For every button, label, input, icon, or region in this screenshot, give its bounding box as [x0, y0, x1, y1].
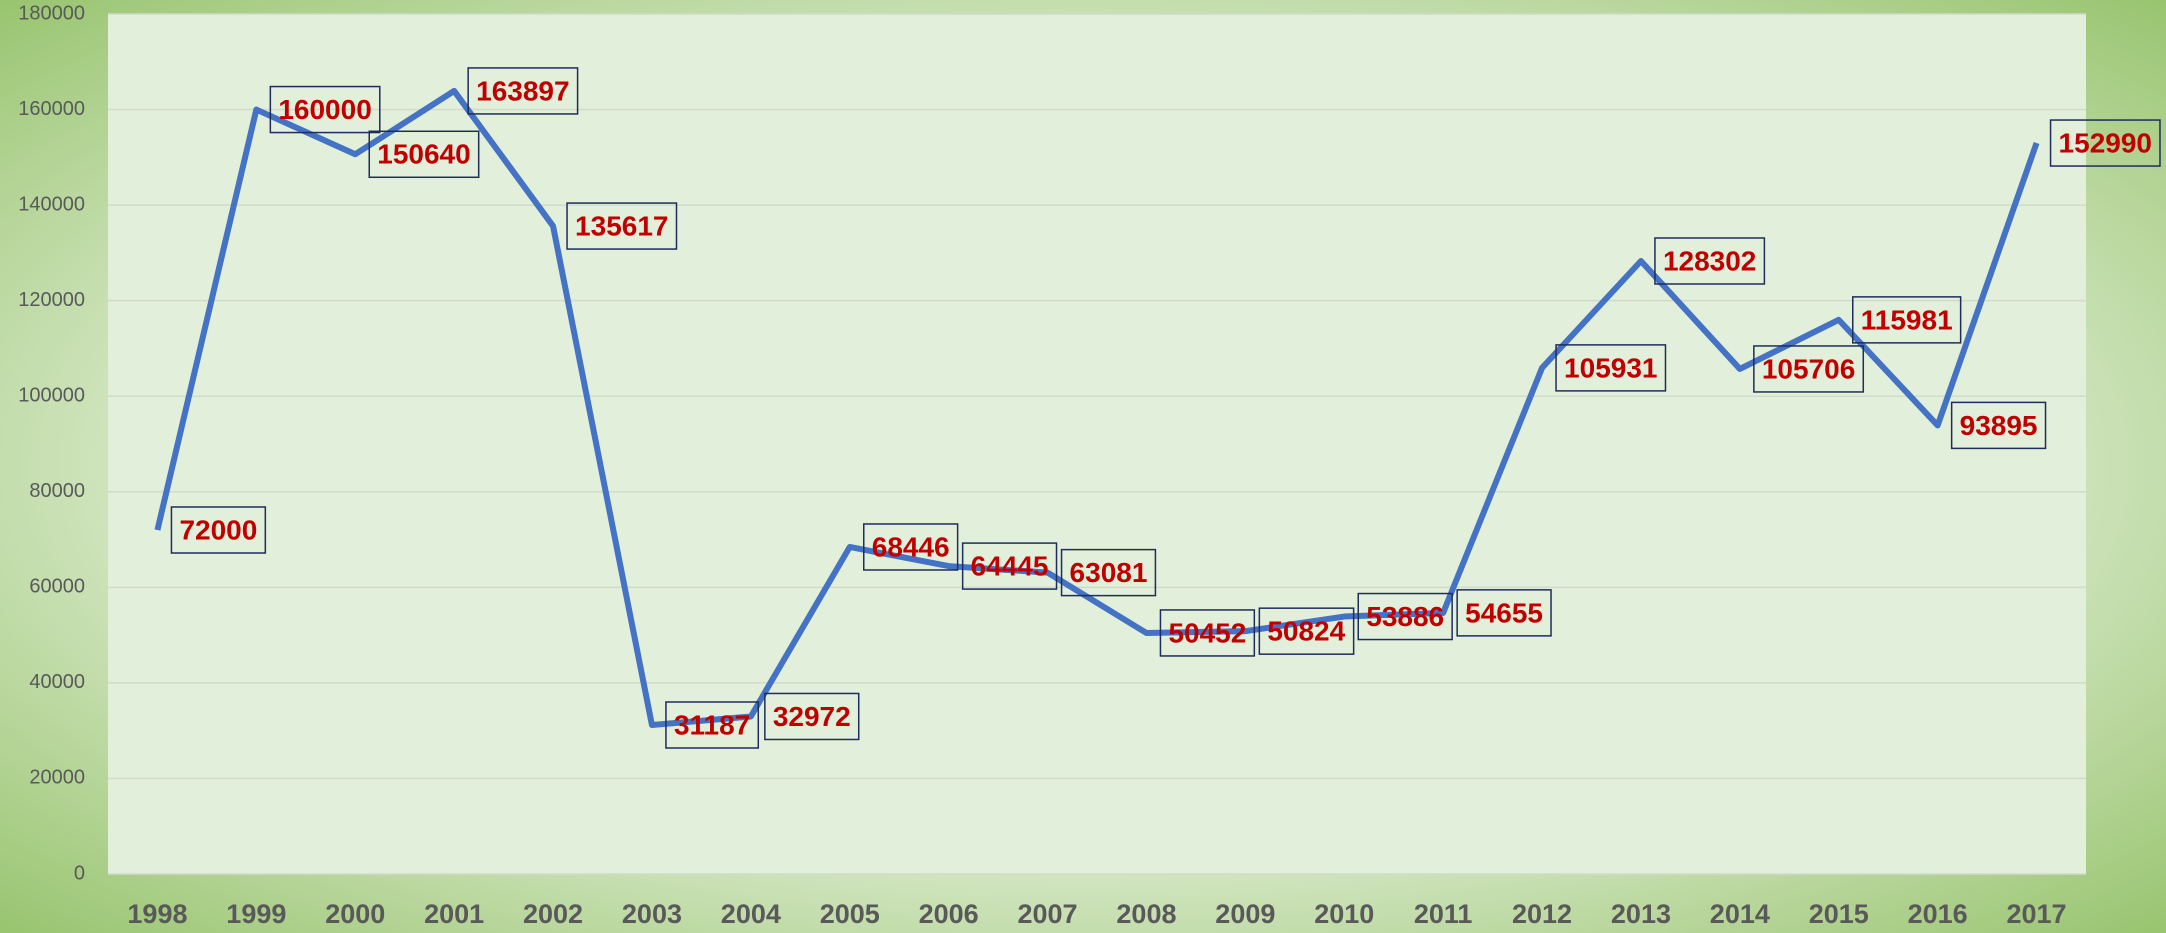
- data-label: 152990: [2059, 127, 2152, 158]
- data-label: 64445: [971, 550, 1049, 581]
- data-label-box: [764, 692, 860, 741]
- data-label-box: [2049, 119, 2161, 167]
- data-label: 93895: [1960, 410, 2038, 441]
- data-label-box: [1060, 548, 1157, 597]
- data-label-box: [1258, 607, 1355, 655]
- x-tick-label: 2004: [721, 899, 781, 929]
- data-label: 135617: [575, 210, 668, 241]
- y-tick-label: 60000: [29, 576, 85, 598]
- x-tick-label: 2008: [1116, 899, 1176, 929]
- y-tick-label: 40000: [29, 671, 85, 693]
- data-label: 105931: [1564, 352, 1657, 383]
- plot-area: [108, 14, 2086, 874]
- y-tick-label: 100000: [18, 385, 85, 407]
- x-tick-label: 1998: [127, 899, 187, 929]
- data-label: 128302: [1663, 245, 1756, 276]
- x-tick-label: 2009: [1215, 899, 1275, 929]
- data-label-box: [961, 542, 1058, 590]
- data-label: 31187: [674, 709, 750, 740]
- data-label-box: [1456, 589, 1552, 637]
- x-tick-label: 2001: [424, 899, 484, 929]
- data-label-box: [1852, 296, 1962, 344]
- y-tick-label: 140000: [18, 193, 85, 215]
- data-label: 105706: [1762, 353, 1855, 384]
- x-tick-label: 2003: [622, 899, 682, 929]
- data-label-box: [1357, 592, 1453, 641]
- x-tick-label: 2002: [523, 899, 583, 929]
- data-label: 68446: [872, 531, 950, 562]
- x-tick-label: 2006: [919, 899, 979, 929]
- data-label-box: [368, 130, 480, 179]
- data-label: 53886: [1366, 601, 1444, 632]
- y-tick-label: 160000: [18, 98, 85, 120]
- data-label-box: [1950, 401, 2047, 450]
- y-tick-label: 20000: [29, 767, 85, 789]
- data-label-box: [665, 701, 760, 749]
- data-label-box: [566, 202, 678, 250]
- y-tick-label: 80000: [29, 480, 85, 502]
- data-label-box: [1555, 344, 1667, 392]
- data-label: 50824: [1267, 616, 1345, 647]
- data-label-box: [269, 85, 381, 134]
- data-label-box: [170, 506, 267, 554]
- data-label: 160000: [278, 94, 371, 125]
- x-tick-label: 1999: [226, 899, 286, 929]
- y-tick-label: 180000: [18, 2, 85, 24]
- data-label: 32972: [773, 701, 851, 732]
- data-label-box: [1753, 345, 1865, 393]
- y-tick-label: 0: [74, 862, 85, 884]
- data-label: 163897: [476, 75, 569, 106]
- x-tick-label: 2005: [820, 899, 880, 929]
- x-tick-label: 2007: [1018, 899, 1078, 929]
- x-tick-label: 2012: [1512, 899, 1572, 929]
- x-tick-label: 2014: [1710, 899, 1770, 929]
- data-label-box: [1159, 609, 1256, 657]
- data-label-box: [1654, 237, 1766, 285]
- data-label-box: [467, 67, 579, 115]
- x-tick-label: 2017: [2007, 899, 2067, 929]
- data-label: 150640: [377, 139, 470, 170]
- x-tick-label: 2013: [1611, 899, 1671, 929]
- data-label: 54655: [1465, 597, 1543, 628]
- data-label: 115981: [1861, 304, 1953, 335]
- data-label: 63081: [1070, 557, 1148, 588]
- x-tick-label: 2010: [1314, 899, 1374, 929]
- data-label: 72000: [179, 514, 257, 545]
- data-label: 50452: [1168, 617, 1246, 648]
- x-tick-label: 2011: [1414, 899, 1473, 929]
- data-label-box: [863, 523, 959, 571]
- x-tick-label: 2000: [325, 899, 385, 929]
- x-tick-label: 2015: [1809, 899, 1869, 929]
- y-tick-label: 120000: [18, 289, 85, 311]
- x-tick-label: 2016: [1908, 899, 1968, 929]
